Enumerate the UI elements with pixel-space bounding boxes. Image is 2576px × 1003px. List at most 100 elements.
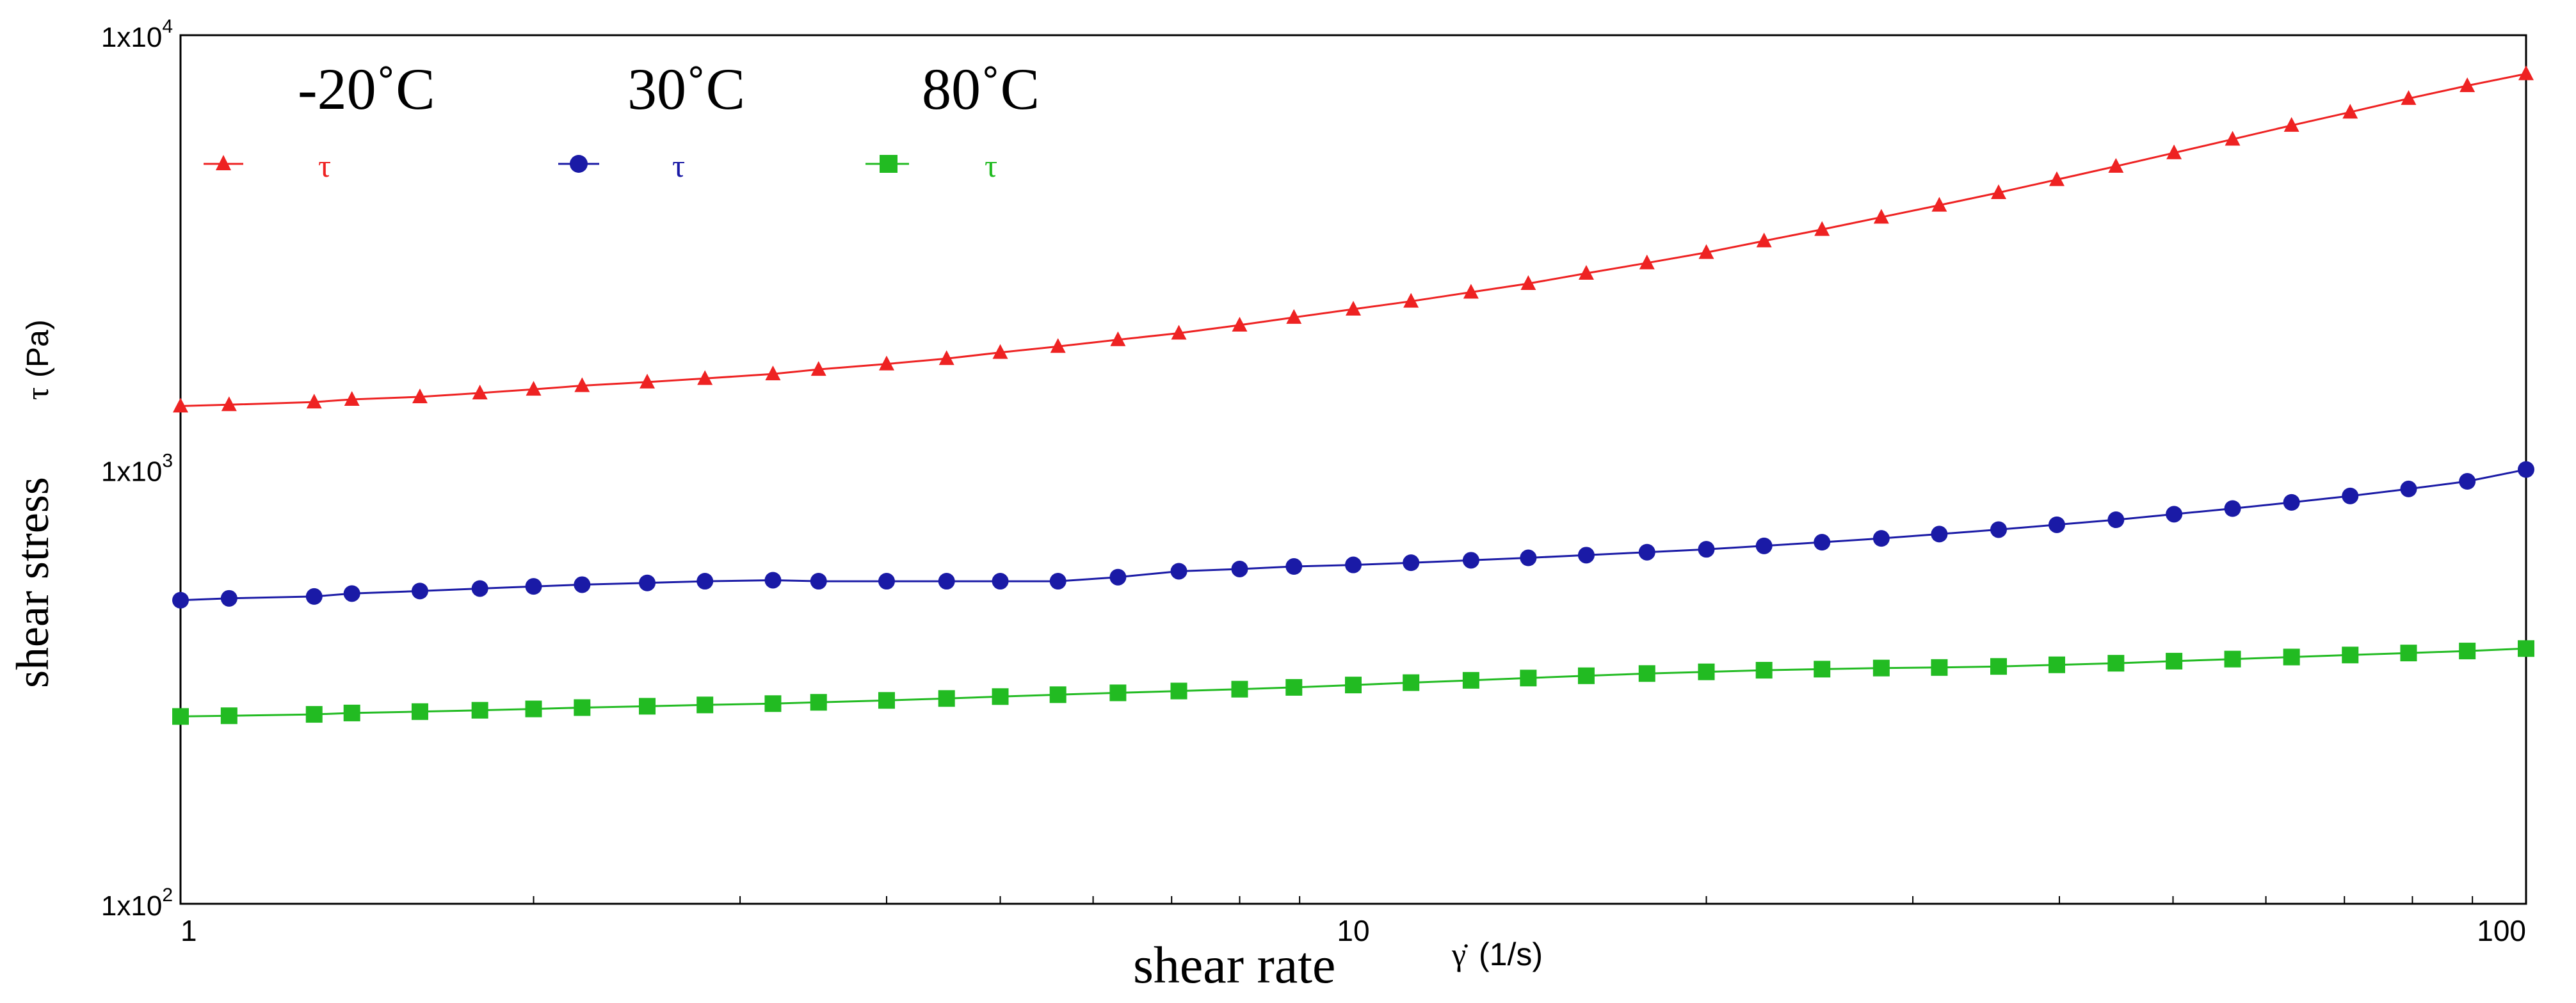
data-point <box>1698 541 1715 558</box>
data-point <box>1171 325 1187 340</box>
data-point <box>1698 663 1715 680</box>
y-axis-title: shear stress <box>7 477 58 688</box>
y-tick-label: 1x104 <box>101 16 173 53</box>
series-2 <box>172 640 2534 725</box>
data-point <box>471 580 488 597</box>
data-point <box>2401 90 2417 105</box>
data-point <box>2342 646 2359 664</box>
legend-entry-minus20: τ <box>204 148 331 184</box>
data-point <box>1109 684 1127 702</box>
data-point <box>2283 493 2300 511</box>
data-point <box>764 695 782 712</box>
data-point <box>526 381 542 396</box>
data-point <box>2048 656 2065 673</box>
data-point <box>2224 500 2241 517</box>
data-point <box>1345 677 1362 694</box>
data-point <box>1756 232 1772 248</box>
data-point <box>640 373 656 389</box>
data-point <box>1049 686 1067 703</box>
data-point <box>1462 671 1479 689</box>
data-point <box>525 578 542 595</box>
data-point <box>343 704 360 721</box>
data-point <box>305 588 323 605</box>
data-point <box>1814 534 1831 551</box>
legend-label-minus20: -20˚C <box>298 56 435 122</box>
data-point <box>992 344 1008 359</box>
data-point <box>574 576 591 593</box>
data-point <box>2107 511 2125 529</box>
data-point <box>2342 104 2358 119</box>
x-axis-unit: (1/s) <box>1479 936 1543 972</box>
data-point <box>574 377 590 392</box>
data-point <box>220 590 237 607</box>
data-point <box>2108 157 2124 173</box>
data-point <box>2166 506 2183 523</box>
data-point <box>1403 674 1420 691</box>
legend-tau-30: τ <box>672 148 685 184</box>
data-point <box>1403 293 1419 308</box>
data-point <box>2459 643 2476 660</box>
data-point <box>172 591 189 609</box>
data-point <box>878 573 895 590</box>
data-point <box>1285 558 1303 575</box>
data-point <box>221 396 237 412</box>
data-point <box>1286 309 1302 324</box>
legend-marker-30 <box>570 155 588 173</box>
data-point <box>1520 549 1537 566</box>
data-point <box>810 573 827 590</box>
series-1 <box>172 461 2534 609</box>
data-point <box>1931 197 1947 212</box>
data-point <box>1520 670 1537 687</box>
data-point <box>306 394 322 409</box>
data-point <box>1931 526 1948 543</box>
data-point <box>2459 473 2476 490</box>
data-point <box>1638 543 1655 561</box>
series-line <box>180 72 2527 407</box>
x-axis-ticks: 1 10 100 <box>181 896 2526 947</box>
data-point <box>2224 650 2241 668</box>
data-point <box>2283 648 2300 666</box>
data-point <box>1170 563 1187 580</box>
data-point <box>1110 331 1126 346</box>
data-point <box>1345 556 1362 574</box>
data-point <box>2518 640 2534 657</box>
data-point <box>2518 461 2534 478</box>
data-point <box>1577 547 1595 564</box>
data-point <box>697 370 713 385</box>
data-point <box>1931 659 1948 676</box>
data-point <box>1231 680 1248 698</box>
data-point <box>2400 480 2417 497</box>
plot-frame <box>179 34 2527 905</box>
data-point <box>1814 221 1830 236</box>
x-axis-symbol: γ̇ <box>1451 936 1468 972</box>
series-0 <box>173 65 2534 413</box>
data-point <box>696 696 714 714</box>
data-point <box>525 700 542 718</box>
data-point <box>696 573 714 590</box>
data-point <box>1285 678 1303 696</box>
x-tick-label: 10 <box>1337 914 1369 947</box>
y-tick-label: 1x102 <box>101 885 173 922</box>
data-point <box>878 692 895 709</box>
data-point <box>1463 284 1479 299</box>
y-tick-label: 1x103 <box>101 451 173 488</box>
y-axis-symbol: τ <box>19 387 55 400</box>
data-point <box>2048 516 2065 533</box>
data-point <box>1578 264 1594 280</box>
data-point <box>472 385 488 400</box>
data-point <box>810 694 827 711</box>
data-point <box>574 699 591 716</box>
data-point <box>343 585 360 602</box>
data-point <box>220 707 237 725</box>
legend-tau-80: τ <box>985 148 997 184</box>
data-point <box>878 355 894 371</box>
data-point <box>411 703 428 720</box>
data-point <box>639 698 656 715</box>
data-point <box>2459 77 2475 92</box>
legend: -20˚C 30˚C 80˚C τ τ τ <box>204 56 1040 184</box>
data-point <box>1231 560 1248 577</box>
legend-marker-minus20 <box>216 155 231 170</box>
data-point <box>992 688 1009 705</box>
data-point <box>1462 552 1479 569</box>
legend-entry-80: τ <box>865 148 997 184</box>
